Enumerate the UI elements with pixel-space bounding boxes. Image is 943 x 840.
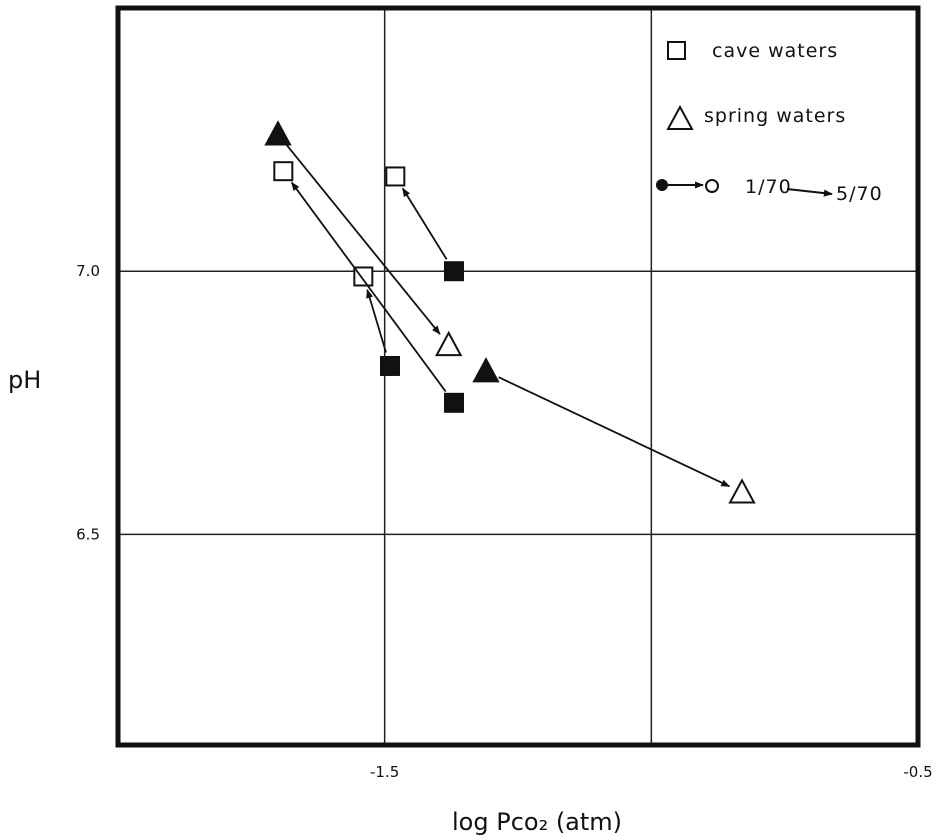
legend-open-marker: [705, 179, 719, 193]
cave-point-1-end: [353, 266, 374, 287]
spring-arrow-4: [498, 376, 731, 488]
x-tick-label-0: -1.5: [370, 763, 399, 781]
gridlines: [118, 8, 918, 745]
legend: cave waters spring waters 1/70 5/70: [656, 40, 883, 205]
legend-spring-marker: [666, 104, 694, 130]
cave-arrow-0: [401, 187, 448, 260]
x-axis-label: log Pco₂ (atm): [452, 808, 622, 836]
series-layer: [264, 120, 756, 504]
plot-frame: [115, 5, 921, 748]
spring-point-3-end: [434, 330, 463, 357]
cave-arrow-1: [366, 289, 387, 353]
cave-point-0-end: [385, 166, 406, 187]
legend-cave-label: cave waters: [712, 40, 838, 62]
cave-point-2-start: [444, 392, 464, 413]
tick-labels: -1.5 -0.5 7.0 6.5: [76, 262, 933, 781]
legend-spring-label: spring waters: [704, 105, 846, 127]
spring-point-4-start: [472, 357, 500, 383]
cave-point-2-end: [273, 161, 294, 182]
legend-filled-marker: [656, 179, 668, 191]
y-tick-label-0: 7.0: [76, 262, 100, 280]
legend-to-label: 5/70: [836, 183, 883, 205]
legend-cave-marker: [667, 41, 686, 60]
legend-date-arrow: [786, 188, 833, 197]
spring-arrow-3: [286, 144, 441, 335]
spring-point-4-end: [728, 478, 756, 504]
cave-point-0-start: [444, 261, 464, 282]
y-tick-label-1: 6.5: [76, 525, 100, 543]
spring-point-3-start: [264, 120, 292, 146]
y-axis-label: pH: [8, 366, 41, 394]
legend-from-label: 1/70: [745, 176, 792, 198]
cave-point-1-start: [380, 355, 400, 376]
x-tick-label-1: -0.5: [903, 763, 932, 781]
cave-arrow-2: [290, 181, 447, 393]
